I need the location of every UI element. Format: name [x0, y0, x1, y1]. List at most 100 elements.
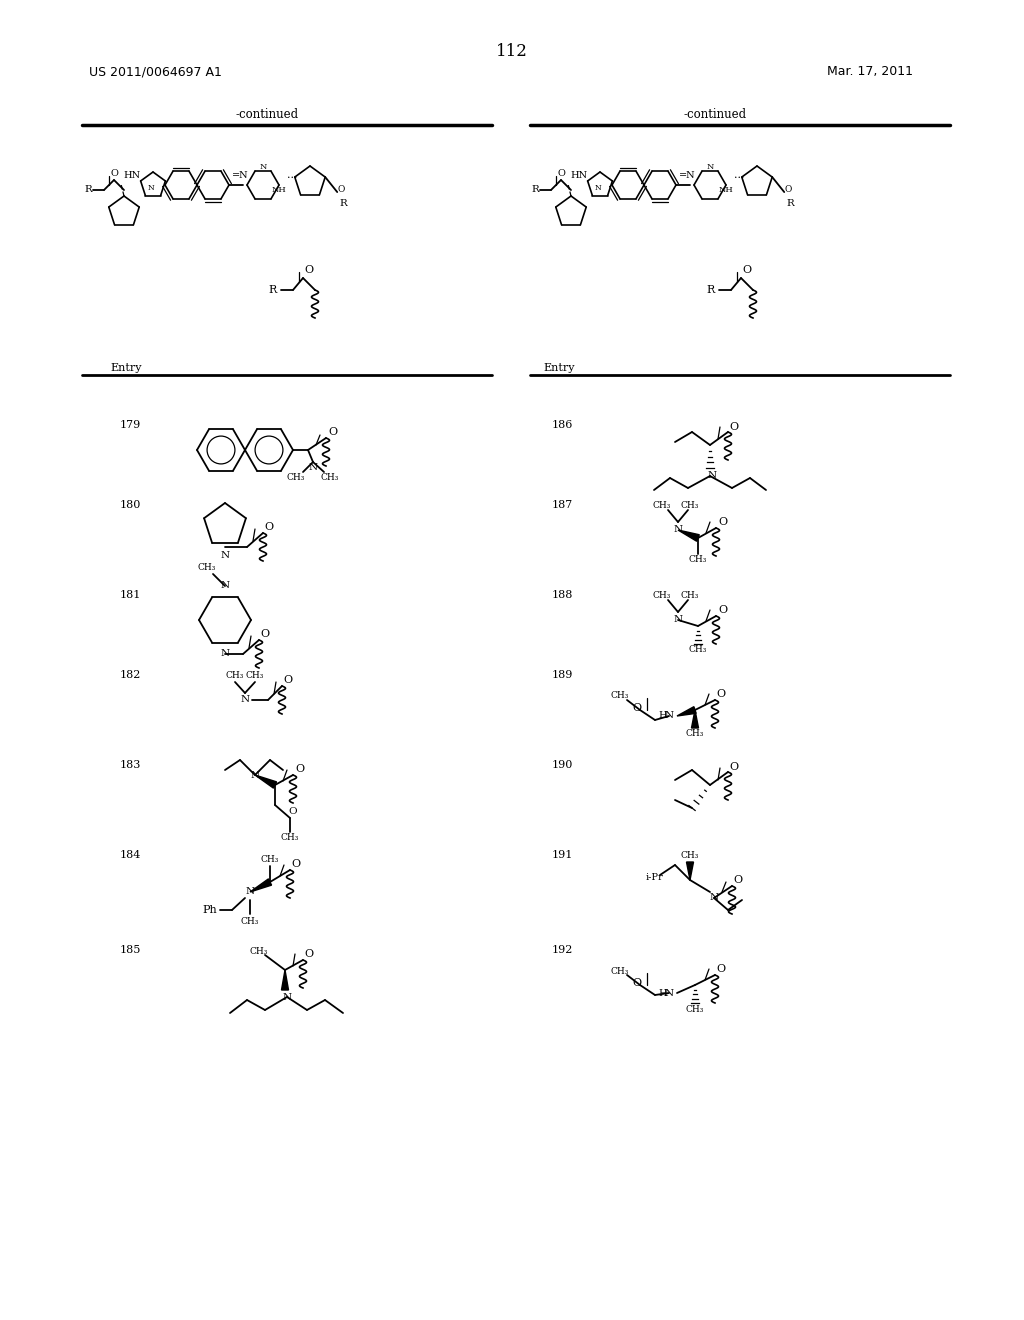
- Polygon shape: [686, 862, 693, 880]
- Text: 191: 191: [552, 850, 573, 861]
- Text: ...: ...: [734, 170, 744, 180]
- Text: 188: 188: [552, 590, 573, 601]
- Text: O: O: [304, 265, 313, 275]
- Text: O: O: [557, 169, 565, 177]
- Text: CH₃: CH₃: [261, 855, 280, 865]
- Text: N: N: [241, 696, 250, 705]
- Text: N: N: [308, 463, 317, 473]
- Text: CH₃: CH₃: [241, 917, 259, 927]
- Text: O: O: [719, 605, 728, 615]
- Text: 179: 179: [120, 420, 141, 430]
- Text: HN: HN: [124, 172, 140, 181]
- Polygon shape: [677, 706, 696, 715]
- Text: O: O: [742, 265, 752, 275]
- Text: N: N: [665, 989, 674, 998]
- Text: O: O: [329, 426, 338, 437]
- Text: Mar. 17, 2011: Mar. 17, 2011: [827, 66, 913, 78]
- Text: O: O: [304, 949, 313, 960]
- Text: R: R: [269, 285, 278, 294]
- Text: N: N: [674, 615, 683, 624]
- Polygon shape: [691, 710, 698, 729]
- Text: CH₃: CH₃: [281, 833, 299, 842]
- Text: CH₃: CH₃: [610, 966, 629, 975]
- Text: H: H: [658, 711, 668, 721]
- Text: CH₃: CH₃: [681, 851, 699, 861]
- Text: Ph: Ph: [203, 906, 217, 915]
- Text: Entry: Entry: [110, 363, 141, 374]
- Text: N: N: [708, 471, 717, 480]
- Text: N: N: [251, 771, 259, 780]
- Text: O: O: [284, 675, 293, 685]
- Text: 186: 186: [552, 420, 573, 430]
- Text: CH₃: CH₃: [226, 672, 244, 681]
- Text: O: O: [733, 875, 742, 884]
- Text: CH₃: CH₃: [287, 474, 305, 483]
- Text: O: O: [264, 521, 273, 532]
- Text: 189: 189: [552, 671, 573, 680]
- Text: N: N: [259, 162, 266, 172]
- Polygon shape: [678, 531, 699, 541]
- Text: O: O: [729, 422, 738, 432]
- Text: R: R: [707, 285, 715, 294]
- Text: NH: NH: [719, 186, 733, 194]
- Text: CH₃: CH₃: [246, 672, 264, 681]
- Text: N: N: [220, 550, 229, 560]
- Text: O: O: [717, 964, 726, 974]
- Text: R: R: [531, 186, 539, 194]
- Text: CH₃: CH₃: [321, 474, 339, 483]
- Text: ...: ...: [287, 170, 297, 180]
- Text: O: O: [784, 185, 792, 194]
- Text: 182: 182: [120, 671, 141, 680]
- Text: R: R: [84, 186, 92, 194]
- Text: CH₃: CH₃: [686, 1005, 705, 1014]
- Text: O: O: [296, 764, 304, 774]
- Text: -continued: -continued: [683, 108, 746, 121]
- Text: CH₃: CH₃: [653, 591, 671, 601]
- Text: N: N: [665, 711, 674, 721]
- Text: O: O: [338, 185, 345, 194]
- Text: CH₃: CH₃: [198, 564, 216, 573]
- Text: O: O: [633, 704, 642, 713]
- Text: 190: 190: [552, 760, 573, 770]
- Text: O: O: [719, 517, 728, 527]
- Text: O: O: [292, 859, 301, 869]
- Text: R: R: [339, 198, 347, 207]
- Text: Entry: Entry: [543, 363, 574, 374]
- Text: N: N: [147, 183, 155, 191]
- Text: N: N: [220, 582, 229, 590]
- Text: CH₃: CH₃: [653, 502, 671, 511]
- Text: N: N: [246, 887, 255, 896]
- Text: -continued: -continued: [236, 108, 299, 121]
- Polygon shape: [282, 970, 289, 990]
- Text: 112: 112: [496, 44, 528, 61]
- Text: US 2011/0064697 A1: US 2011/0064697 A1: [88, 66, 221, 78]
- Text: N: N: [595, 183, 601, 191]
- Text: 185: 185: [120, 945, 141, 954]
- Text: 181: 181: [120, 590, 141, 601]
- Text: N: N: [710, 894, 719, 903]
- Text: N: N: [283, 993, 292, 1002]
- Text: H: H: [658, 989, 668, 998]
- Text: R: R: [786, 198, 794, 207]
- Text: O: O: [729, 762, 738, 772]
- Text: O: O: [717, 689, 726, 700]
- Text: CH₃: CH₃: [250, 948, 268, 957]
- Text: i‑Pr: i‑Pr: [645, 874, 663, 883]
- Polygon shape: [255, 775, 276, 788]
- Text: CH₃: CH₃: [681, 502, 699, 511]
- Text: CH₃: CH₃: [686, 730, 705, 738]
- Text: O: O: [289, 808, 297, 817]
- Text: CH₃: CH₃: [689, 556, 708, 565]
- Polygon shape: [250, 879, 271, 892]
- Text: N: N: [707, 162, 714, 172]
- Text: CH₃: CH₃: [610, 692, 629, 701]
- Text: O: O: [633, 978, 642, 987]
- Text: 187: 187: [552, 500, 573, 510]
- Text: N: N: [220, 649, 229, 659]
- Text: =N: =N: [679, 170, 695, 180]
- Text: O: O: [260, 630, 269, 639]
- Text: N: N: [674, 525, 683, 535]
- Text: =N: =N: [231, 170, 248, 180]
- Text: CH₃: CH₃: [681, 591, 699, 601]
- Text: 183: 183: [120, 760, 141, 770]
